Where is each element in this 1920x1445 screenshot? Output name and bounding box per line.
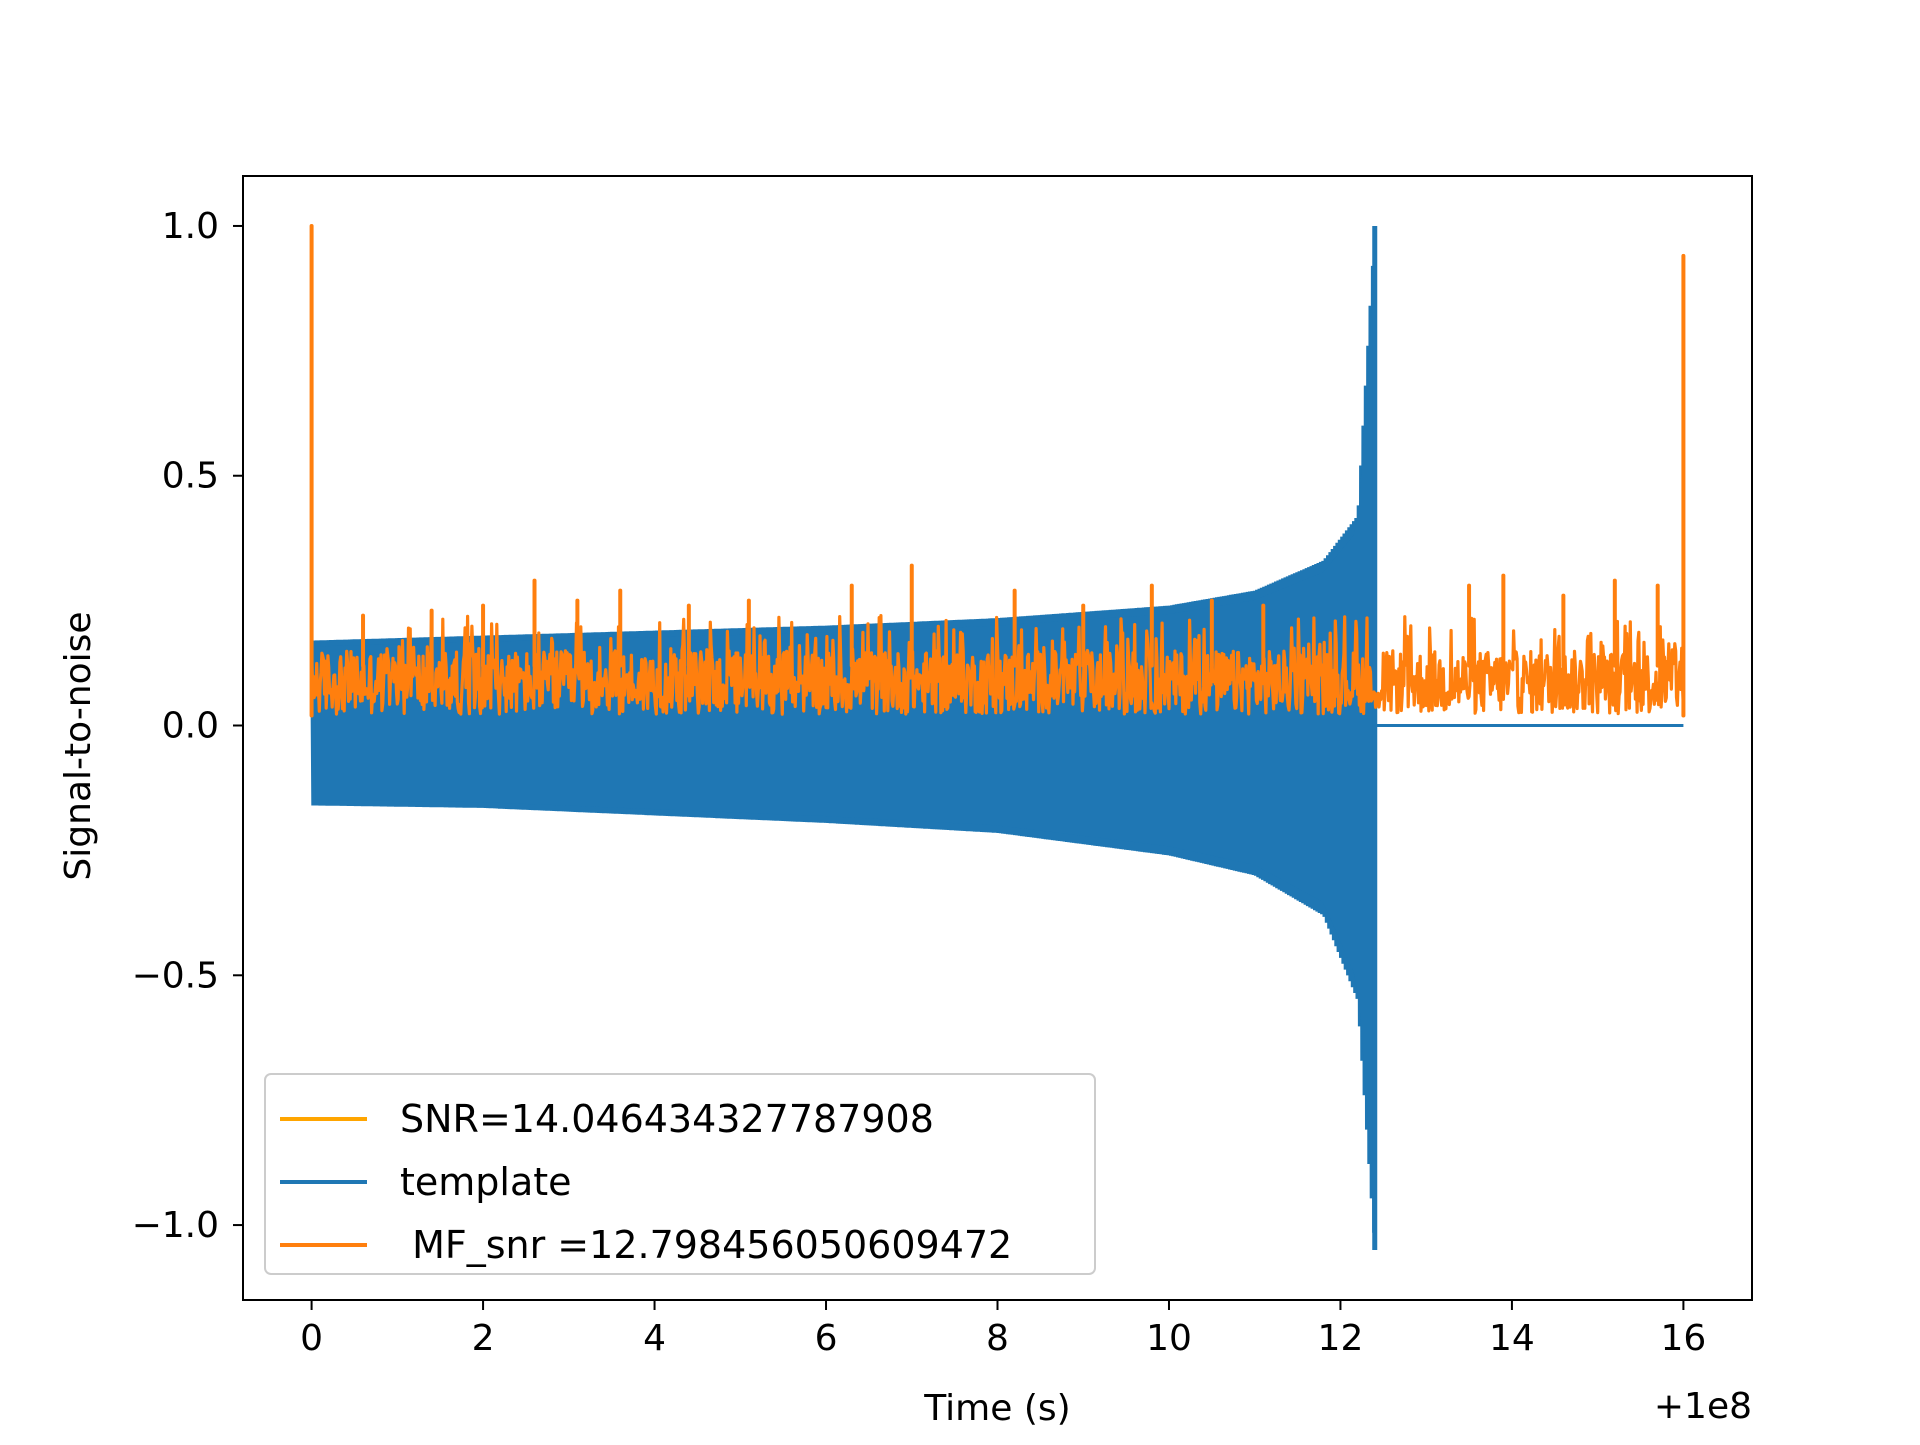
series-template-line [310,225,1377,1233]
y-tick-label: −1.0 [132,1205,219,1246]
legend-label: MF_snr =12.798456050609472 [400,1223,1012,1267]
series-group [309,223,1686,1251]
y-axis-label: Signal-to-noise [58,611,99,880]
x-axis-label: Time (s) [923,1388,1070,1429]
x-tick-label: 16 [1661,1318,1707,1359]
legend-box [264,1073,1096,1275]
axes: 0 2 4 6 8 10 12 14 16 1.0 0.5 0.0 −0.5 −1.0 [132,175,1753,1359]
y-tick-label: 0.5 [162,456,219,497]
series-template-fill [315,260,1375,1214]
x-tick-label: 0 [300,1318,323,1359]
plot-area [309,223,1686,1251]
legend-label: SNR=14.046434327787908 [400,1097,934,1141]
x-tick-label: 12 [1318,1318,1364,1359]
legend: SNR=14.046434327787908 template MF_snr =1… [264,1073,1096,1275]
y-tick-label: −0.5 [132,955,219,996]
x-tick-label: 10 [1146,1318,1192,1359]
y-tick-label: 0.0 [162,706,219,747]
x-axis-offset-label: +1e8 [1654,1386,1752,1427]
x-tick-label: 6 [815,1318,838,1359]
legend-label: template [400,1160,572,1204]
series-mf-snr-line [310,614,1685,716]
y-tick-label: 1.0 [162,206,219,247]
x-tick-label: 2 [472,1318,495,1359]
x-tick-label: 8 [986,1318,1009,1359]
x-tick-label: 14 [1489,1318,1535,1359]
x-tick-label: 4 [643,1318,666,1359]
